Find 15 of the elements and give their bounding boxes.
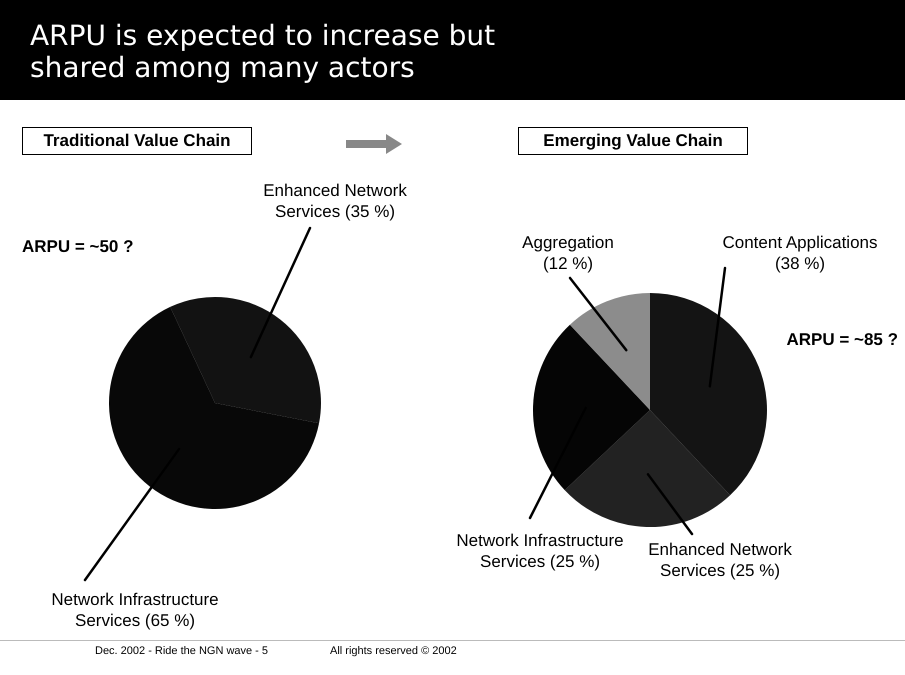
text: ARPU is expected to increase but shared among many actors	[30, 19, 496, 84]
slice-label: Network Infrastructure Services (65 %)	[51, 590, 219, 630]
text: ARPU = ~50 ?	[22, 237, 134, 256]
text: ARPU = ~85 ?	[786, 330, 898, 349]
data-label: (12 %)	[542, 254, 594, 273]
slice-label: Network Infrastructure Services (25 %)	[456, 531, 624, 571]
chart-title: Traditional Value Chain	[22, 127, 252, 155]
slice-label: Aggregation	[522, 233, 614, 252]
slice-label: Enhanced Network Services (35 %)	[263, 181, 408, 221]
chart-title: Emerging Value Chain	[518, 127, 748, 155]
slice-label: Content Applications	[722, 233, 878, 252]
slice-label: Enhanced Network Services (25 %)	[648, 540, 792, 580]
data-label: (38 %)	[774, 254, 826, 273]
text: All rights reserved © 2002	[330, 645, 457, 657]
text: Dec. 2002 - Ride the NGN wave - 5	[95, 645, 268, 657]
